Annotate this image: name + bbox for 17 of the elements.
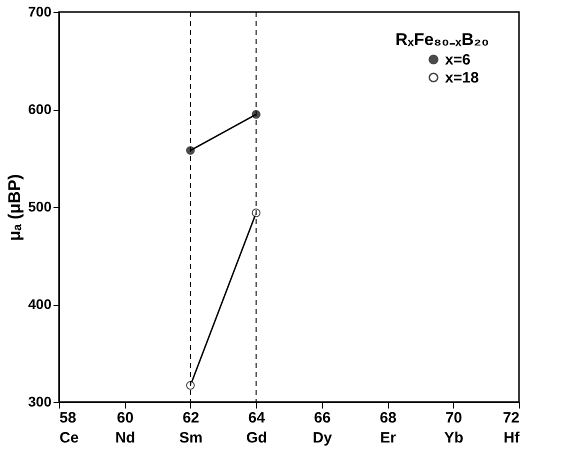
- x-tick-label: 64 Gd: [246, 410, 268, 446]
- y-tick-label: 300: [28, 394, 52, 410]
- x-tick-label: 62 Sm: [179, 410, 203, 446]
- y-tick-label: 500: [28, 198, 52, 214]
- x-tick-label: 70 Yb: [444, 410, 464, 446]
- y-tick-label: 600: [28, 101, 52, 117]
- x-tick-label: 66 Dy: [312, 410, 333, 446]
- x-tick-label: 72 Hf: [502, 410, 521, 446]
- y-tick-label: 400: [28, 296, 52, 312]
- annotation: RₓFe₈₀₋ₓB₂₀: [395, 30, 489, 49]
- x-tick-label: 58 Ce: [60, 410, 79, 446]
- x-tick-label: 68 Er: [380, 410, 396, 446]
- legend-label: x=18: [445, 70, 479, 86]
- y-tick-label: 700: [28, 4, 52, 20]
- x-tick-label: 60 Nd: [115, 410, 136, 446]
- y-axis-title: μₐ (μBP): [5, 174, 24, 241]
- legend-label: x=6: [445, 52, 470, 68]
